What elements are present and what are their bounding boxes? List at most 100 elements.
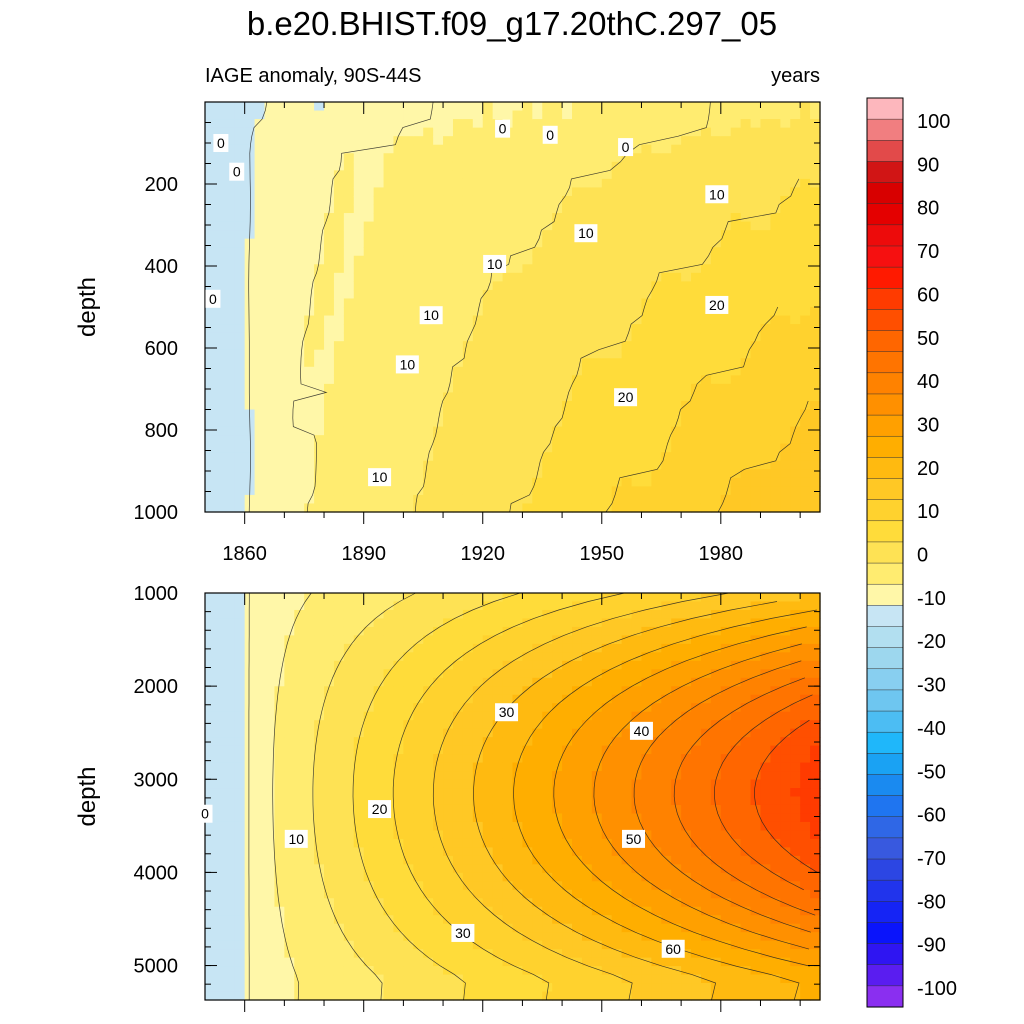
heatmap-cell <box>353 358 365 368</box>
heatmap-cell <box>324 375 335 385</box>
heatmap-cell <box>274 426 285 436</box>
heatmap-cell <box>720 144 732 154</box>
heatmap-cell <box>234 643 246 653</box>
heatmap-cell <box>810 170 821 180</box>
heatmap-cell <box>264 771 276 781</box>
heatmap-cell <box>601 443 613 453</box>
heatmap-cell <box>333 720 345 730</box>
heatmap-cell <box>324 221 335 231</box>
heatmap-cell <box>661 298 672 308</box>
heatmap-cell <box>254 694 266 704</box>
heatmap-cell <box>671 443 682 453</box>
heatmap-cell <box>234 686 246 696</box>
heatmap-cell <box>383 161 395 171</box>
heatmap-cell <box>224 855 236 865</box>
heatmap-cell <box>205 230 216 240</box>
heatmap-cell <box>552 889 563 899</box>
heatmap-cell <box>214 991 226 1001</box>
heatmap-cell <box>552 601 563 611</box>
heatmap-cell <box>750 383 762 394</box>
heatmap-cell <box>492 618 504 628</box>
heatmap-cell <box>730 494 742 505</box>
heatmap-cell <box>700 127 712 137</box>
heatmap-cell <box>750 110 762 120</box>
heatmap-cell <box>423 779 434 789</box>
heatmap-cell <box>452 221 464 231</box>
heatmap-cell <box>433 711 444 721</box>
heatmap-cell <box>651 264 662 274</box>
heatmap-cell <box>244 881 256 891</box>
heatmap-cell <box>591 341 603 351</box>
heatmap-cell <box>433 426 444 436</box>
heatmap-cell <box>423 375 434 385</box>
heatmap-cell <box>304 255 315 265</box>
heatmap-cell <box>205 127 216 137</box>
heatmap-cell <box>284 720 295 730</box>
heatmap-cell <box>562 221 573 231</box>
heatmap-cell <box>383 872 395 882</box>
heatmap-cell <box>770 102 781 112</box>
heatmap-cell <box>403 144 414 154</box>
heatmap-cell <box>413 136 424 146</box>
heatmap-cell <box>324 400 335 411</box>
heatmap-cell <box>631 144 643 154</box>
heatmap-cell <box>581 609 593 620</box>
heatmap-cell <box>264 669 276 679</box>
heatmap-cell <box>244 204 256 214</box>
heatmap-cell <box>462 762 474 772</box>
heatmap-cell <box>363 618 375 628</box>
heatmap-cell <box>433 694 444 704</box>
heatmap-cell <box>572 643 583 653</box>
heatmap-cell <box>244 652 256 662</box>
contour-line <box>717 400 809 513</box>
heatmap-cell <box>581 872 593 882</box>
heatmap-cell <box>572 652 583 662</box>
heatmap-cell <box>393 170 404 180</box>
heatmap-cell <box>452 728 464 738</box>
heatmap-cell <box>294 796 305 806</box>
heatmap-cell <box>611 332 623 342</box>
heatmap-cell <box>423 626 434 636</box>
heatmap-cell <box>443 762 454 772</box>
heatmap-cell <box>284 728 295 738</box>
heatmap-cell <box>244 110 256 120</box>
heatmap-cell <box>294 119 305 129</box>
heatmap-cell <box>611 272 623 282</box>
heatmap-cell <box>591 494 603 505</box>
heatmap-cell <box>770 375 781 385</box>
heatmap-cell <box>720 349 732 359</box>
heatmap-cell <box>214 392 226 402</box>
heatmap-cell <box>542 915 553 925</box>
heatmap-cell <box>264 881 276 891</box>
heatmap-cell <box>562 255 573 265</box>
heatmap-cell <box>304 923 315 933</box>
heatmap-cell <box>482 119 494 129</box>
heatmap-cell <box>333 677 345 687</box>
heatmap-cell <box>403 711 414 721</box>
heatmap-cell <box>780 477 791 487</box>
heatmap-cell <box>452 324 464 334</box>
heatmap-cell <box>244 957 256 967</box>
heatmap-cell <box>750 341 762 351</box>
heatmap-cell <box>591 170 603 180</box>
heatmap-cell <box>284 813 295 823</box>
heatmap-cell <box>552 830 563 840</box>
heatmap-cell <box>343 686 355 696</box>
heatmap-cell <box>314 813 325 823</box>
heatmap-cell <box>423 643 434 653</box>
heatmap-cell <box>234 238 246 248</box>
heatmap-cell <box>720 238 732 248</box>
heatmap-cell <box>591 469 603 479</box>
heatmap-cell <box>294 332 305 342</box>
heatmap-cell <box>274 204 285 214</box>
heatmap-cell <box>353 332 365 342</box>
heatmap-cell <box>333 272 345 282</box>
heatmap-cell <box>572 204 583 214</box>
heatmap-cell <box>532 898 543 908</box>
heatmap-cell <box>691 469 702 479</box>
heatmap-cell <box>264 230 276 240</box>
heatmap-cell <box>522 426 533 436</box>
heatmap-cell <box>472 170 484 180</box>
heatmap-cell <box>254 400 266 411</box>
